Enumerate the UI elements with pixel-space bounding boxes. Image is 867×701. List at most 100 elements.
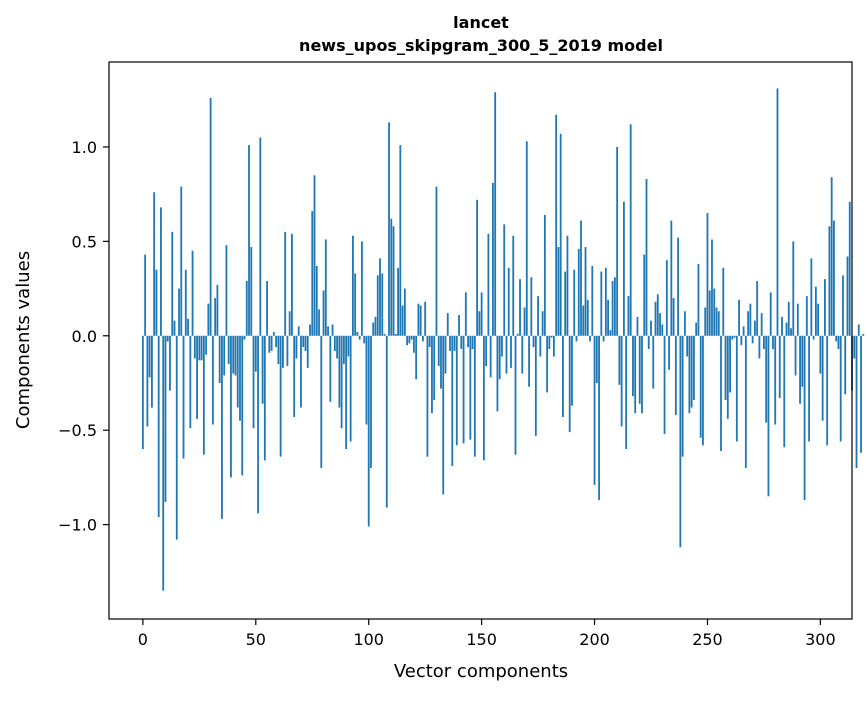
bar-312 — [846, 256, 849, 336]
bar-138 — [453, 335, 456, 351]
bar-217 — [632, 335, 634, 397]
bar-207 — [609, 330, 612, 336]
bar-264 — [738, 299, 740, 336]
bar-101 — [370, 335, 372, 468]
bar-214 — [625, 335, 628, 450]
bar-24 — [196, 335, 198, 419]
bar-251 — [708, 290, 711, 336]
bar-114 — [399, 145, 402, 336]
y-axis-label: Components values — [13, 251, 34, 429]
bar-278 — [769, 292, 772, 336]
bar-297 — [812, 335, 815, 340]
bar-23 — [193, 335, 196, 359]
bar-294 — [805, 296, 808, 336]
bar-54 — [263, 335, 266, 461]
bar-16 — [178, 288, 180, 336]
bar-68 — [295, 335, 298, 359]
bar-19 — [184, 269, 187, 336]
bar-90 — [345, 335, 348, 450]
bar-31 — [211, 335, 214, 425]
bar-316 — [855, 335, 858, 468]
bar-205 — [604, 267, 607, 336]
bar-139 — [455, 335, 458, 446]
bar-113 — [397, 267, 399, 336]
bar-26 — [200, 335, 203, 361]
bar-92 — [349, 335, 352, 442]
y-axis-ticks: −1.0 −0.5 0.0 0.5 1.0 — [58, 138, 109, 535]
bar-255 — [717, 311, 720, 336]
bar-265 — [740, 335, 743, 346]
bar-230 — [661, 324, 664, 336]
bar-149 — [478, 311, 481, 336]
bar-49 — [252, 335, 255, 429]
bar-221 — [641, 335, 643, 414]
bar-187 — [564, 271, 567, 336]
bar-120 — [412, 335, 415, 353]
bar-148 — [476, 199, 479, 336]
bar-176 — [539, 335, 542, 357]
bar-17 — [180, 186, 183, 336]
bar-184 — [557, 247, 560, 336]
bar-125 — [424, 301, 427, 336]
bar-152 — [485, 335, 488, 366]
bar-159 — [501, 335, 503, 357]
bar-41 — [234, 335, 237, 376]
bar-195 — [582, 305, 585, 336]
bar-198 — [589, 335, 591, 342]
bar-242 — [688, 335, 691, 414]
bar-0 — [141, 335, 144, 450]
bar-57 — [270, 335, 273, 351]
bar-116 — [403, 288, 406, 336]
bar-22 — [191, 250, 194, 336]
bar-163 — [510, 335, 512, 368]
bar-303 — [826, 335, 829, 446]
bar-162 — [507, 267, 510, 336]
bar-58 — [272, 332, 275, 336]
bar-99 — [365, 335, 368, 425]
bar-66 — [291, 233, 293, 336]
bar-266 — [742, 326, 745, 336]
bar-318 — [860, 335, 862, 453]
bar-233 — [668, 335, 670, 370]
bar-210 — [616, 146, 619, 336]
bar-228 — [656, 294, 659, 336]
bar-261 — [731, 335, 734, 340]
bar-262 — [733, 335, 736, 338]
bar-313 — [848, 201, 851, 336]
bar-267 — [744, 335, 747, 468]
bar-11 — [166, 335, 169, 342]
x-tick-label: 0 — [138, 630, 148, 649]
bar-97 — [361, 241, 363, 336]
bar-29 — [207, 303, 210, 336]
bar-39 — [230, 335, 232, 478]
bar-283 — [781, 316, 783, 336]
bar-235 — [672, 298, 675, 336]
bar-231 — [663, 335, 666, 434]
bar-21 — [189, 335, 192, 429]
bar-83 — [329, 335, 332, 402]
bar-212 — [620, 335, 623, 427]
bar-309 — [839, 335, 842, 442]
bar-245 — [695, 322, 698, 336]
bar-307 — [835, 335, 838, 342]
bar-308 — [837, 335, 840, 349]
bar-103 — [374, 316, 377, 336]
bar-174 — [534, 335, 537, 436]
bar-166 — [516, 333, 519, 336]
bar-135 — [446, 313, 449, 336]
bar-6 — [155, 269, 158, 336]
bar-50 — [254, 335, 257, 372]
bar-45 — [243, 335, 246, 340]
bar-171 — [528, 335, 530, 387]
bar-247 — [699, 335, 702, 438]
bar-305 — [830, 177, 833, 336]
bar-227 — [654, 301, 657, 336]
x-tick-label: 200 — [579, 630, 610, 649]
bars — [141, 88, 865, 591]
bar-60 — [277, 335, 280, 365]
bar-161 — [505, 335, 508, 374]
x-tick-label: 150 — [466, 630, 497, 649]
bar-295 — [808, 335, 810, 442]
bar-84 — [331, 324, 334, 336]
bar-172 — [530, 277, 533, 336]
